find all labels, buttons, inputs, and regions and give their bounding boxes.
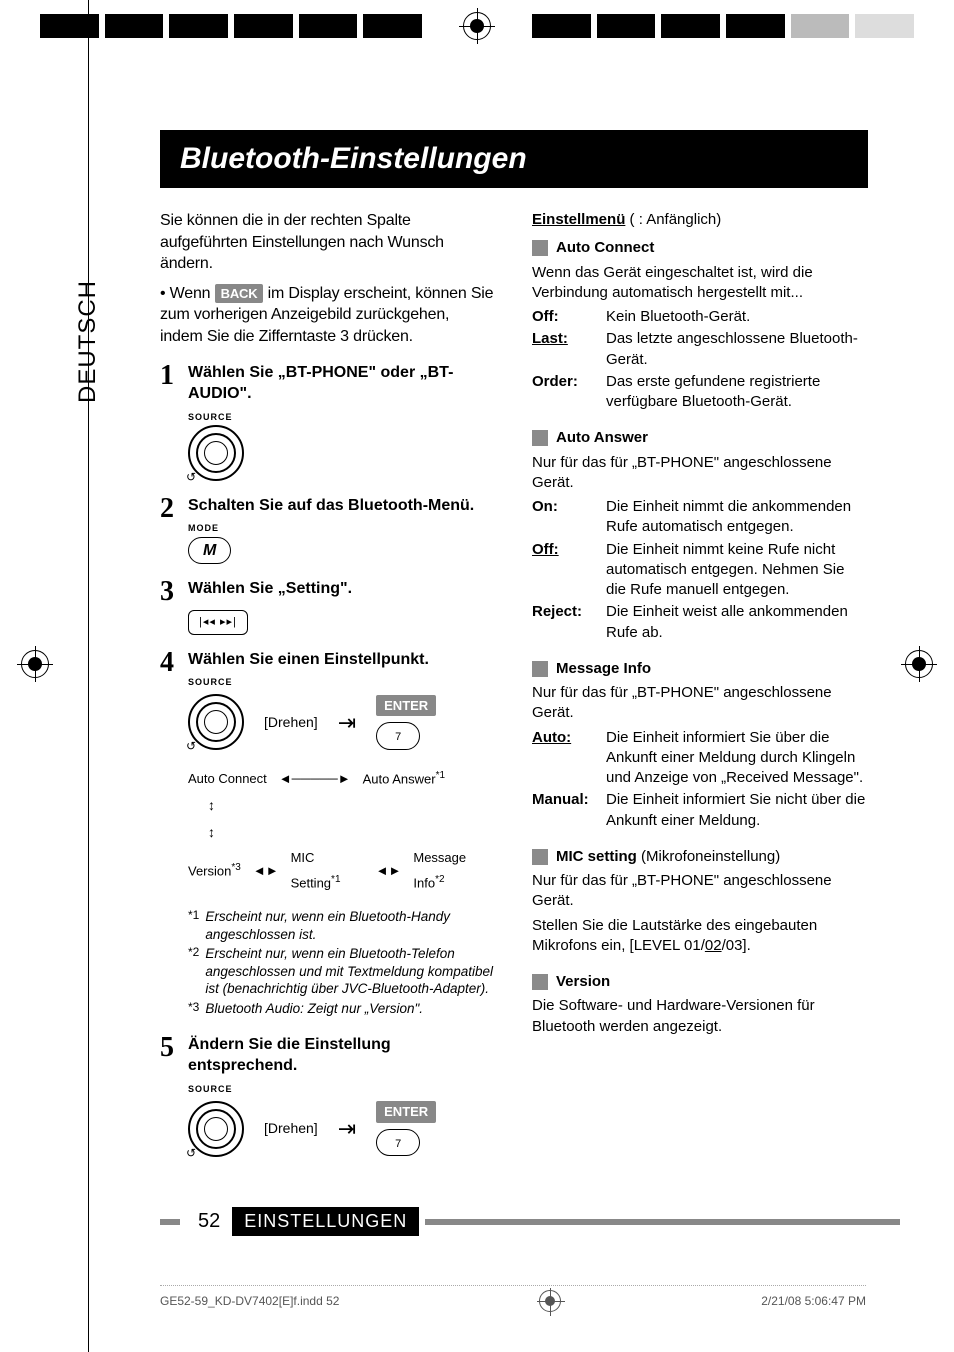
dial-icon: ↺ (188, 694, 244, 750)
step-title: Wählen Sie einen Einstellpunkt. (188, 649, 496, 671)
step-number: 1 (160, 362, 174, 481)
mode-label: MODE (188, 522, 496, 534)
language-tab: DEUTSCH (74, 280, 102, 403)
dial-icon: ↺ (188, 1101, 244, 1157)
source-label: SOURCE (188, 676, 496, 688)
footnote-text: Erscheint nur, wenn ein Bluetooth-Telefo… (205, 945, 496, 998)
enter-label: ENTER (376, 1101, 436, 1123)
step-title: Schalten Sie auf das Bluetooth-Menü. (188, 495, 496, 517)
page-footer: 52 EINSTELLUNGEN (160, 1207, 900, 1236)
kv-row: On:Die Einheit nimmt die ankommenden Ruf… (532, 497, 868, 538)
footnote-mark: *2 (188, 945, 199, 998)
arrow-icon: ⇥ (338, 1114, 356, 1144)
square-icon (532, 661, 548, 677)
arrow-icon: ⇥ (338, 708, 356, 738)
section-intro: Nur für das für „BT-PHONE" angeschlossen… (532, 683, 868, 724)
section-version: Version (532, 972, 868, 992)
kv-row: Off:Kein Bluetooth-Gerät. (532, 307, 868, 327)
source-label: SOURCE (188, 1083, 496, 1095)
square-icon (532, 974, 548, 990)
section-intro: Nur für das für „BT-PHONE" angeschlossen… (532, 453, 868, 494)
kv-row: Last:Das letzte angeschlossene Bluetooth… (532, 329, 868, 370)
crop-line (88, 0, 89, 1352)
footer-bar (425, 1219, 900, 1225)
source-label: SOURCE (188, 411, 496, 423)
page-number: 52 (186, 1210, 232, 1233)
footnote-mark: *3 (188, 1000, 199, 1018)
print-date: 2/21/08 5:06:47 PM (761, 1294, 866, 1308)
footnote-text: Bluetooth Audio: Zeigt nur „Version". (205, 1000, 423, 1018)
step-number: 2 (160, 495, 174, 564)
square-icon (532, 849, 548, 865)
step-number: 5 (160, 1034, 174, 1163)
footnotes: *1Erscheint nur, wenn ein Bluetooth-Hand… (188, 908, 496, 1017)
enter-button-icon: 7 (376, 1129, 420, 1157)
color-bars (40, 0, 914, 80)
kv-row: Auto:Die Einheit informiert Sie über die… (532, 728, 868, 789)
flow-connector: ↕↕ (188, 792, 496, 845)
flow-diagram: Auto Connect ◄─────► Auto Answer*1 ↕↕ Ve… (188, 766, 496, 896)
enter-group: ENTER 7 (376, 1101, 436, 1156)
footer-category: EINSTELLUNGEN (232, 1207, 419, 1236)
flow-node: Version*3 (188, 858, 241, 884)
flow-node: Auto Answer*1 (363, 766, 445, 792)
square-icon (532, 430, 548, 446)
version-text: Die Software- und Hardware-Versionen für… (532, 996, 868, 1037)
footnote-mark: *1 (188, 908, 199, 943)
square-icon (532, 240, 548, 256)
flow-node: Message Info*2 (413, 846, 496, 897)
mic-line: Stellen Sie die Lautstärke des eingebaut… (532, 916, 868, 957)
section-auto-answer: Auto Answer (532, 428, 868, 448)
kv-row: Manual:Die Einheit informiert Sie nicht … (532, 790, 868, 831)
kv-row: Reject:Die Einheit weist alle ankommende… (532, 602, 868, 643)
step-number: 4 (160, 649, 174, 1020)
arrow-icon: ◄─────► (279, 767, 351, 792)
intro-bullet: • Wenn BACK im Display erscheint, können… (160, 283, 496, 348)
section-message-info: Message Info (532, 659, 868, 679)
back-label: BACK (215, 284, 264, 304)
step-4: 4 Wählen Sie einen Einstellpunkt. SOURCE… (160, 649, 496, 1020)
step-1: 1 Wählen Sie „BT-PHONE" oder „BT-AUDIO".… (160, 362, 496, 481)
step-title: Wählen Sie „Setting". (188, 578, 496, 600)
print-metadata: GE52-59_KD-DV7402[E]f.indd 52 2/21/08 5:… (160, 1285, 866, 1312)
kv-row: Off:Die Einheit nimmt keine Rufe nicht a… (532, 540, 868, 601)
arrow-icon: ◄► (253, 859, 279, 884)
flow-node: Auto Connect (188, 767, 267, 792)
footnote-text: Erscheint nur, wenn ein Bluetooth-Handy … (205, 908, 496, 943)
intro-post: im Display erscheint, können Sie zum vor… (160, 285, 493, 345)
footer-bar (160, 1219, 180, 1225)
kv-row: Order:Das erste gefundene registrierte v… (532, 372, 868, 413)
enter-button-icon: 7 (376, 722, 420, 750)
step-title: Wählen Sie „BT-PHONE" oder „BT-AUDIO". (188, 362, 496, 405)
step-number: 3 (160, 578, 174, 634)
step-5: 5 Ändern Sie die Einstellung entsprechen… (160, 1034, 496, 1163)
drehen-label: [Drehen] (264, 1119, 318, 1138)
step-title: Ändern Sie die Einstellung entsprechend. (188, 1034, 496, 1077)
dial-icon: ↺ (188, 425, 244, 481)
section-mic: MIC setting (Mikrofoneinstellung) (532, 847, 868, 867)
section-intro: Wenn das Gerät eingeschaltet ist, wird d… (532, 263, 868, 304)
skip-button-icon: |◂◂ ▸▸| (188, 610, 248, 635)
arrow-icon: ◄► (376, 859, 402, 884)
drehen-label: [Drehen] (264, 713, 318, 732)
mic-line: Nur für das für „BT-PHONE" angeschlossen… (532, 871, 868, 912)
step-2: 2 Schalten Sie auf das Bluetooth-Menü. M… (160, 495, 496, 564)
chapter-heading: Bluetooth-Einstellungen (160, 130, 868, 188)
intro-pre: Wenn (170, 285, 211, 302)
step-3: 3 Wählen Sie „Setting". |◂◂ ▸▸| (160, 578, 496, 634)
menu-heading: Einstellmenü ( : Anfänglich) (532, 210, 868, 230)
registration-mark-icon (539, 1290, 561, 1312)
flow-node: MIC Setting*1 (291, 846, 364, 897)
mode-button-icon: M (188, 537, 231, 565)
intro-text: Sie können die in der rechten Spalte auf… (160, 210, 496, 275)
print-filename: GE52-59_KD-DV7402[E]f.indd 52 (160, 1294, 339, 1308)
enter-label: ENTER (376, 695, 436, 717)
section-auto-connect: Auto Connect (532, 238, 868, 258)
enter-group: ENTER 7 (376, 695, 436, 750)
